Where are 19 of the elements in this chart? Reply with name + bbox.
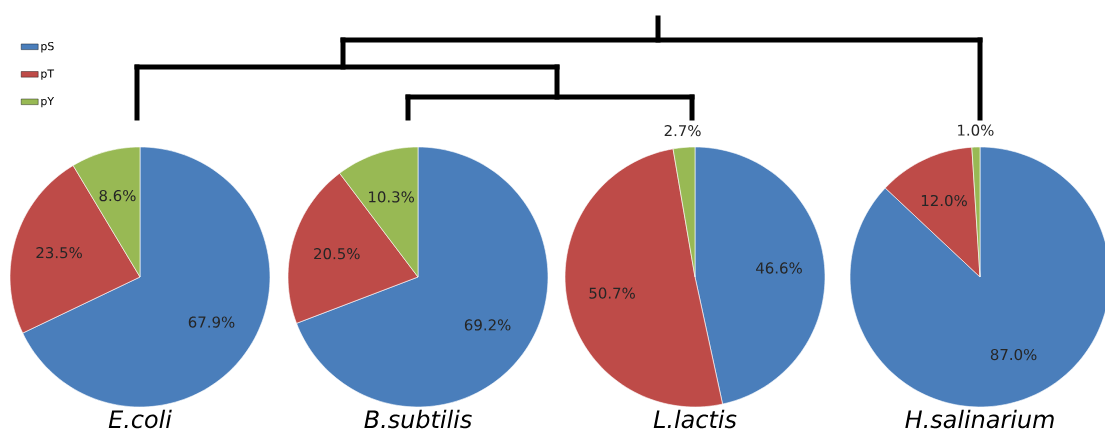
data-label: 67.9% [188,316,235,328]
data-label: 2.7% [664,124,701,137]
text: B.subtilis [364,409,472,429]
data-label: 50.7% [589,287,635,299]
data-label: 46.6% [756,262,802,274]
legend-label: pT [41,69,55,80]
data-label: 8.6% [99,189,136,202]
data-label: 1.0% [958,124,994,136]
data-label: 20.5% [314,248,360,260]
data-label: 10.3% [369,191,415,203]
text: H.salinarium [905,409,1054,429]
data-label: 23.5% [36,247,82,259]
legend-label: pY [41,97,55,108]
data-label: 12.0% [921,194,967,207]
data-label: 87.0% [990,348,1037,361]
legend-label: pS [41,41,54,53]
text: E.coli [108,409,172,429]
text: L.lactis [653,409,737,429]
data-label: 69.2% [464,319,511,331]
